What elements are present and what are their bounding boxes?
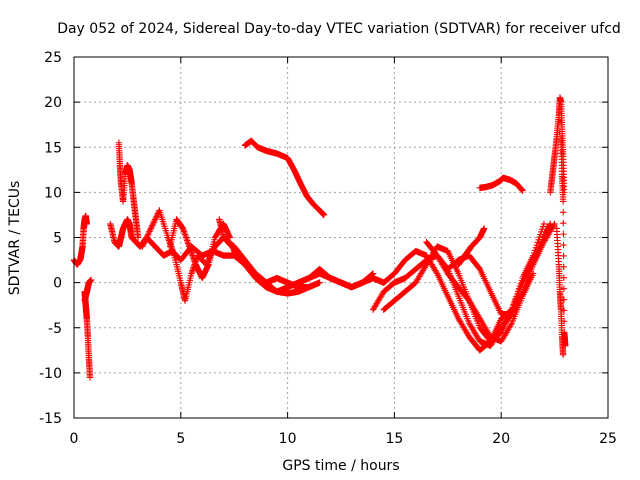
series-arc-20 <box>557 135 569 349</box>
y-tick-label: 25 <box>44 50 62 66</box>
data-point-markers <box>81 276 95 304</box>
series-arc-2 <box>81 288 94 381</box>
x-tick-label: 10 <box>279 431 297 447</box>
series-arc-14 <box>423 238 537 345</box>
series-arc-10 <box>241 137 328 219</box>
data-marks <box>70 94 569 381</box>
x-tick-label: 0 <box>70 431 79 447</box>
x-axis-label: GPS time / hours <box>282 458 399 474</box>
series-arc-7 <box>166 216 234 282</box>
x-tick-label: 25 <box>599 431 617 447</box>
y-tick-label: 20 <box>44 95 62 111</box>
series-arc-17 <box>476 174 526 194</box>
series-arc-16 <box>455 225 488 268</box>
x-tick-label: 20 <box>492 431 510 447</box>
series-arc-3 <box>81 276 95 304</box>
grid <box>74 57 608 418</box>
y-tick-label: 15 <box>44 140 62 156</box>
chart-title: Day 052 of 2024, Sidereal Day-to-day VTE… <box>57 21 621 37</box>
plot-frame <box>73 56 609 419</box>
x-tick-label: 15 <box>385 431 403 447</box>
series-arc-5 <box>115 139 142 241</box>
data-point-markers <box>166 216 234 282</box>
series-arc-18 <box>547 94 568 196</box>
data-point-markers <box>115 139 142 241</box>
series-arc-13 <box>380 220 554 345</box>
data-point-markers <box>547 94 568 196</box>
y-tick-label: 0 <box>53 276 62 292</box>
y-tick-label: 5 <box>53 231 62 247</box>
x-tick-label: 5 <box>176 431 185 447</box>
data-point-markers <box>380 220 554 345</box>
data-point-markers <box>557 135 569 349</box>
axis-ticks: 0 5 10 15 20 25 -15 -10 -5 0 5 10 15 20 25 <box>39 50 617 447</box>
y-tick-label: -15 <box>39 411 62 427</box>
y-tick-label: -5 <box>48 321 62 337</box>
data-point-markers <box>423 238 537 345</box>
y-tick-label: 10 <box>44 185 62 201</box>
data-point-markers <box>241 137 328 219</box>
data-point-markers <box>476 174 526 194</box>
y-tick-label: -10 <box>39 366 62 382</box>
y-axis-label: SDTVAR / TECUs <box>7 181 23 296</box>
data-point-markers <box>81 288 94 381</box>
data-point-markers <box>455 225 488 268</box>
